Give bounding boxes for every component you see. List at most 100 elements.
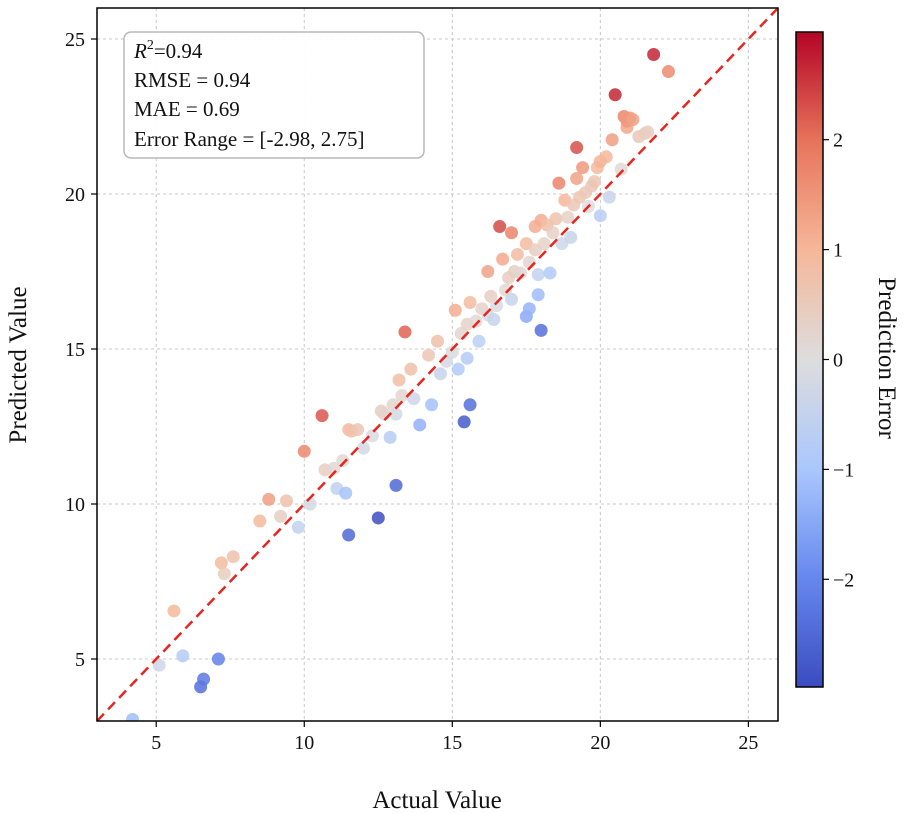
data-point: [383, 430, 397, 444]
data-point: [339, 486, 353, 500]
data-point: [531, 288, 545, 302]
data-point: [389, 407, 403, 421]
data-point: [641, 125, 655, 139]
data-point: [214, 556, 228, 570]
data-point: [496, 252, 510, 266]
colorbar-tick-label: 1: [833, 240, 843, 262]
grid-lines: [97, 8, 778, 721]
y-tick-label: 15: [65, 339, 85, 361]
data-point: [481, 265, 495, 278]
data-point: [398, 325, 412, 339]
data-point: [484, 289, 498, 303]
x-axis-ticks: 5 10 15 20 25: [151, 721, 758, 754]
data-point: [570, 172, 584, 185]
data-point: [431, 334, 444, 348]
colorbar-label: Prediction Error: [873, 277, 900, 439]
data-point: [469, 314, 483, 328]
data-point: [510, 247, 524, 261]
colorbar-tick-label: −2: [833, 569, 854, 591]
data-point: [365, 429, 379, 443]
data-point: [404, 362, 418, 376]
data-point: [499, 283, 513, 297]
data-point: [472, 334, 486, 348]
mae-text: MAE = 0.69: [134, 97, 240, 121]
data-point: [552, 176, 566, 190]
data-point: [262, 492, 276, 506]
data-point: [626, 113, 640, 127]
data-point: [608, 88, 622, 102]
data-point: [342, 528, 356, 542]
x-tick-label: 5: [151, 732, 161, 754]
data-point: [522, 302, 536, 316]
r2-symbol: R: [133, 39, 147, 63]
data-point: [490, 299, 504, 313]
data-point: [564, 230, 578, 244]
data-point: [661, 65, 675, 79]
y-tick-label: 10: [65, 494, 85, 516]
data-point: [253, 514, 267, 528]
data-point: [279, 494, 293, 508]
data-point: [126, 712, 140, 721]
y-tick-label: 25: [65, 29, 85, 51]
data-point: [513, 266, 527, 280]
data-point: [537, 237, 551, 251]
r2-value: =0.94: [154, 39, 203, 63]
data-point: [605, 133, 619, 147]
data-point: [297, 444, 311, 458]
data-point: [549, 212, 563, 226]
data-point: [493, 220, 507, 234]
data-point: [546, 226, 560, 240]
x-tick-label: 20: [590, 732, 610, 754]
error-range-text: Error Range = [-2.98, 2.75]: [134, 127, 365, 151]
data-point: [451, 362, 465, 376]
data-point: [167, 604, 181, 618]
data-point: [561, 210, 575, 224]
data-point: [315, 409, 329, 423]
data-point: [413, 418, 427, 432]
data-point: [487, 313, 501, 327]
data-point: [576, 161, 590, 175]
data-point: [291, 520, 305, 534]
data-point: [407, 392, 421, 406]
colorbar-ticks: −2 −1 0 1 2: [823, 130, 854, 591]
data-point: [217, 567, 231, 581]
data-point: [422, 348, 436, 362]
data-point: [445, 345, 459, 359]
plot-frame: [96, 7, 779, 722]
identity-reference-line: [97, 8, 778, 721]
data-point: [211, 652, 225, 666]
stats-box-frame: [123, 31, 425, 159]
data-point: [460, 351, 474, 365]
data-point: [593, 209, 607, 223]
data-point: [336, 454, 350, 468]
data-point: [587, 175, 601, 189]
data-point: [152, 658, 166, 672]
data-point: [371, 511, 385, 525]
data-point: [395, 389, 409, 402]
data-point: [599, 150, 613, 164]
rmse-text: RMSE = 0.94: [134, 68, 251, 92]
data-point: [433, 367, 447, 381]
r2-text: R2=0.94: [133, 38, 203, 63]
colorbar: [795, 31, 824, 688]
data-point: [448, 303, 462, 317]
data-point: [602, 190, 616, 204]
x-axis-label: Actual Value: [372, 787, 501, 813]
data-point: [356, 441, 370, 455]
data-point: [647, 48, 661, 61]
data-point: [274, 509, 288, 523]
data-point: [457, 415, 471, 429]
data-point: [425, 398, 439, 412]
data-point: [463, 398, 477, 412]
data-point: [392, 373, 406, 387]
r2-superscript: 2: [147, 38, 154, 53]
y-tick-label: 5: [75, 649, 85, 671]
colorbar-tick-label: −1: [833, 459, 854, 481]
x-tick-label: 10: [294, 732, 314, 754]
stats-box: R2=0.94 RMSE = 0.94 MAE = 0.69 Error Ran…: [123, 31, 425, 159]
data-point: [534, 323, 548, 337]
data-point: [505, 226, 519, 240]
data-point: [614, 162, 628, 176]
y-axis-ticks: 5 10 15 20 25: [65, 29, 97, 671]
